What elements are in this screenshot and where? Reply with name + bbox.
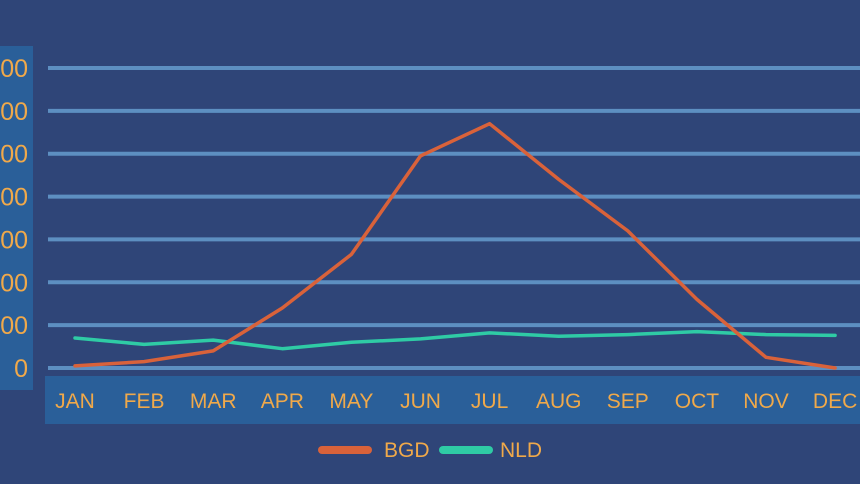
x-tick-label: AUG [536, 390, 582, 413]
x-tick-label: APR [261, 390, 304, 413]
legend-label-bgd: BGD [384, 439, 430, 462]
series-lines [73, 121, 837, 370]
y-axis-band [0, 46, 33, 390]
y-tick-label: 00 [0, 141, 28, 169]
y-tick-label: 00 [0, 55, 28, 83]
x-tick-label: MAY [329, 390, 373, 413]
y-tick-label: 0 [14, 355, 28, 383]
x-tick-label: NOV [743, 390, 789, 413]
x-axis-ticks: JAN FEB MAR APR MAY JUN JUL AUG SEP OCT NOV DEC [55, 390, 857, 413]
y-tick-label: 00 [0, 184, 28, 212]
x-tick-label: SEP [607, 390, 649, 413]
gridlines [48, 66, 860, 370]
x-tick-label: JUN [400, 390, 441, 413]
legend: BGD NLD [318, 439, 542, 462]
series-line-bgd [73, 121, 837, 370]
x-tick-label: OCT [675, 390, 720, 413]
y-tick-label: 00 [0, 98, 28, 126]
x-axis-band [45, 376, 860, 424]
y-tick-label: 00 [0, 312, 28, 340]
x-tick-label: DEC [813, 390, 857, 413]
y-tick-label: 00 [0, 269, 28, 297]
x-tick-label: MAR [190, 390, 237, 413]
y-tick-label: 00 [0, 226, 28, 254]
x-tick-label: JUL [471, 390, 508, 413]
series-line-nld [73, 329, 837, 351]
axis-bands [0, 46, 860, 424]
x-tick-label: FEB [124, 390, 165, 413]
x-tick-label: JAN [55, 390, 95, 413]
legend-label-nld: NLD [500, 439, 542, 462]
